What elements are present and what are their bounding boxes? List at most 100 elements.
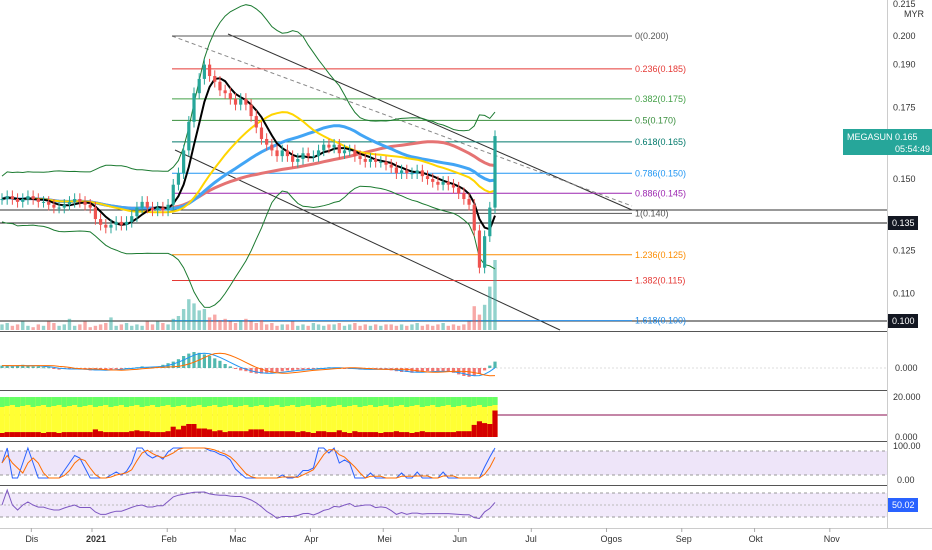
x-tick-label: Mei: [377, 534, 392, 544]
pane2-yellow-bar: [315, 397, 322, 437]
resistance-line: [227, 33, 633, 211]
volume-bar: [218, 320, 222, 330]
macd-bar: [285, 368, 290, 371]
pane2-yellow-bar: [326, 397, 332, 437]
pane2-red-bar: [160, 432, 166, 437]
volume-bar: [130, 325, 134, 330]
volume-bar: [10, 325, 15, 330]
macd-bar: [228, 366, 232, 368]
pane2-red-bar: [139, 431, 145, 437]
macd-bar: [26, 365, 30, 368]
volume-bar: [363, 324, 367, 330]
candle-body: [197, 78, 201, 94]
pane2-yellow-bar: [347, 397, 353, 437]
candle-body: [301, 153, 305, 159]
candle-body: [451, 184, 456, 188]
indicator-pane: [0, 397, 887, 437]
volume-bar: [207, 317, 212, 330]
pane2-green-bar: [82, 397, 88, 406]
candle-body: [93, 207, 98, 220]
candle-body: [99, 219, 103, 225]
pane2-green-bar: [352, 397, 358, 405]
pane2-green-bar: [482, 397, 488, 407]
pane2-red-bar: [61, 432, 67, 437]
volume-bar: [306, 325, 310, 330]
volume-bars: [0, 260, 497, 330]
pane2-yellow-bar: [362, 397, 368, 437]
pane2-red-bar: [46, 432, 52, 437]
volume-bar: [187, 299, 191, 330]
pane2-red-bar: [30, 432, 36, 437]
macd-pane: [0, 352, 887, 377]
pane2-green-bar: [419, 397, 425, 407]
pane3-top-label: 100.00: [893, 441, 921, 451]
fib-level-label: 1.618(0.100): [635, 316, 686, 326]
candle-body: [399, 170, 404, 174]
time-axis[interactable]: Dis 2021 Feb Mac Apr Mei Jun Jul Ogos Sep Okt Nov: [0, 528, 932, 544]
pane2-yellow-bar: [103, 397, 109, 437]
volume-bar: [275, 325, 279, 330]
pane2-red-bar: [82, 432, 88, 437]
pane2-yellow-bar: [243, 397, 249, 437]
pane2-red-bar: [279, 431, 285, 437]
rsi-value-tag: 50.02: [888, 498, 918, 512]
pane2-red-bar: [383, 432, 389, 437]
pane2-green-bar: [98, 397, 104, 406]
price-tag-bg: [888, 216, 918, 230]
macd-bar: [399, 368, 404, 372]
volume-bar: [31, 327, 35, 330]
x-tick-label: Jun: [452, 534, 467, 544]
volume-bar: [316, 324, 321, 330]
pane2-green-bar: [165, 397, 171, 405]
macd-bar: [477, 368, 482, 374]
pane2-red-bar: [175, 429, 182, 437]
pane2-green-bar: [51, 397, 57, 406]
candle-body: [135, 207, 139, 217]
volume-bar: [93, 325, 98, 330]
volume-bar: [176, 316, 181, 330]
candle-body: [119, 221, 123, 225]
fib-level-label: 0.886(0.145): [635, 188, 686, 198]
pane2-green-bar: [87, 397, 93, 405]
macd-bar: [52, 368, 56, 369]
volume-bar: [78, 324, 82, 330]
pane2-green-bar: [40, 397, 47, 405]
volume-bar: [456, 325, 461, 330]
pane2-yellow-bar: [144, 397, 150, 437]
candle-body: [420, 170, 424, 177]
candle-body: [244, 98, 248, 105]
pane2-yellow-bar: [398, 397, 405, 437]
candle-body: [140, 201, 144, 208]
macd-bar: [306, 368, 310, 369]
rsi-pane: [0, 488, 887, 519]
pane2-red-bar: [77, 432, 83, 437]
candle-body: [374, 158, 378, 162]
pane2-green-bar: [232, 397, 239, 407]
volume-bar: [280, 324, 284, 330]
pane2-green-bar: [310, 397, 316, 407]
pane2-green-bar: [212, 397, 218, 405]
macd-bar: [291, 368, 295, 371]
volume-bar: [119, 324, 124, 330]
candle-body: [78, 199, 82, 202]
volume-bar: [244, 318, 248, 330]
dashed-trend-line: [171, 35, 633, 207]
candle-body: [472, 204, 476, 231]
macd-bar: [218, 360, 222, 368]
pane2-red-bar: [201, 428, 207, 437]
pane2-yellow-bar: [4, 397, 10, 437]
pane2-red-bar: [424, 432, 431, 437]
volume-bar: [373, 324, 378, 330]
pane2-green-bar: [336, 397, 342, 405]
pane2-yellow-bar: [77, 397, 83, 437]
fib-retracement[interactable]: 0(0.200) 0.236(0.185) 0.382(0.175) 0.5(0.17…: [172, 31, 686, 326]
volume-bar: [114, 325, 118, 330]
fib-level-label: 0.786(0.150): [635, 168, 686, 178]
macd-bar: [202, 354, 206, 368]
pane2-red-bar: [336, 430, 342, 437]
candle-body: [488, 207, 492, 237]
pane2-yellow-bar: [321, 397, 327, 437]
candle-body: [389, 164, 393, 168]
pane2-green-bar: [30, 397, 36, 407]
